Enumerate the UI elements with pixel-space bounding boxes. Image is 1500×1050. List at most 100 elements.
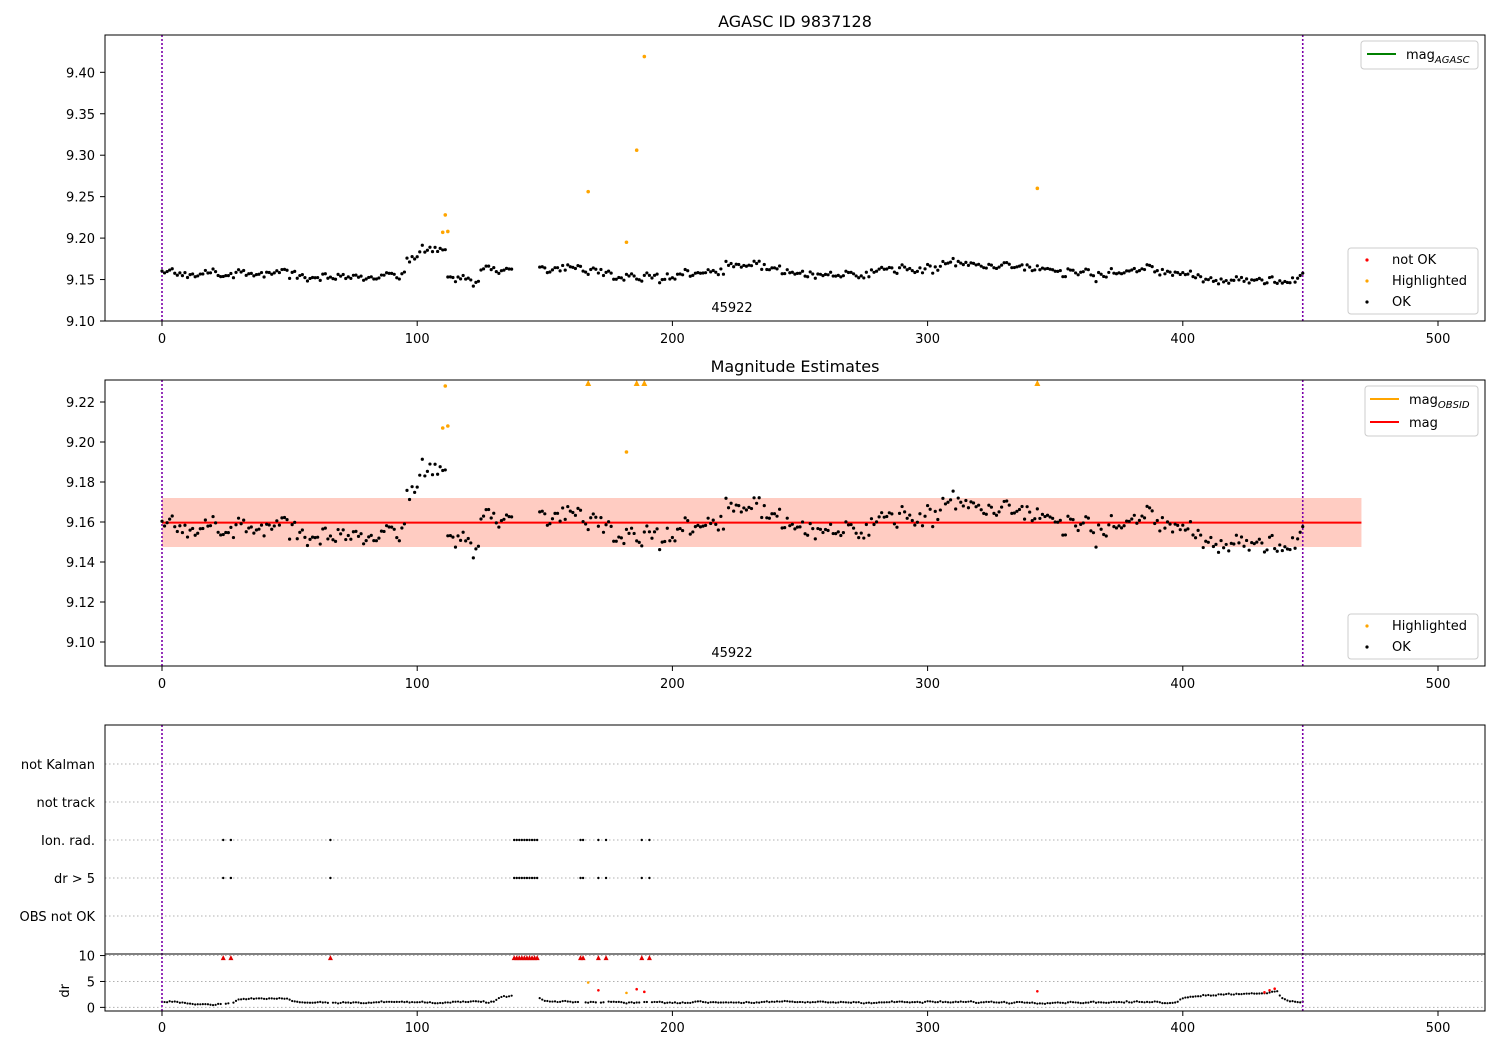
dr-point	[393, 1000, 396, 1004]
mag-ok-point	[691, 530, 695, 534]
dr-point	[497, 996, 500, 1000]
dr-point	[571, 1001, 574, 1004]
agasc-ok-point	[1290, 276, 1295, 280]
agasc-ok-point	[1094, 280, 1098, 284]
dr-point	[433, 1002, 437, 1005]
mag-ok-point	[573, 513, 578, 517]
dr-point	[941, 1001, 945, 1004]
mag-ok-point	[591, 512, 595, 516]
agasc-ok-point	[285, 268, 289, 272]
dr-point	[1061, 1001, 1064, 1004]
agasc-ok-point	[989, 263, 994, 267]
agasc-ok-point	[436, 249, 440, 254]
agasc-ok-point	[849, 270, 853, 274]
agasc-ok-point	[1081, 270, 1085, 274]
mag-ok-point	[726, 506, 731, 510]
dr-point	[740, 1001, 743, 1005]
agasc-xtick-label-5: 500	[1426, 332, 1451, 347]
dr-point	[952, 1001, 955, 1004]
dr-point	[847, 1001, 850, 1004]
agasc-ok-point	[905, 268, 909, 272]
mag-ok-point	[1242, 544, 1246, 548]
agasc-ok-point	[308, 276, 312, 281]
agasc-ok-point	[1163, 272, 1167, 276]
agasc-ok-point	[466, 276, 470, 280]
agasc-ok-point	[900, 263, 904, 267]
agasc-ok-point	[351, 273, 355, 277]
mag-ok-point	[675, 527, 680, 531]
mag-ok-point	[984, 512, 988, 516]
mag-ok-point	[808, 522, 812, 526]
mag-ok-point	[1163, 526, 1167, 530]
flag-point	[533, 838, 536, 842]
dr-point	[449, 1001, 452, 1004]
mag-ok-point	[678, 526, 682, 531]
dr-point	[722, 1001, 725, 1004]
flag-point	[329, 876, 332, 880]
mag-ok-point	[1081, 521, 1085, 525]
agasc-ok-point	[553, 266, 557, 270]
flags-xtick-label-5: 500	[1426, 1021, 1451, 1036]
dr-point	[622, 1001, 626, 1004]
agasc-ok-point	[1209, 276, 1213, 280]
agasc-ok-point	[571, 265, 575, 269]
mag-ok-point	[1056, 520, 1060, 524]
dr-point	[199, 1003, 202, 1006]
agasc-ok-point	[869, 268, 874, 272]
agasc-ok-point	[170, 267, 174, 271]
mag-ok-point	[594, 515, 598, 519]
mag-ok-point	[604, 523, 608, 527]
agasc-ytick-label-4: 9.30	[66, 149, 95, 164]
mag-ok-point	[471, 556, 475, 560]
agasc-ok-point	[1007, 262, 1011, 266]
dr-point	[900, 1000, 904, 1003]
dr-point	[1258, 992, 1261, 995]
agasc-ok-point	[987, 262, 991, 266]
mag-ok-point	[1257, 537, 1261, 541]
agasc-ok-point	[936, 268, 940, 272]
dr-point	[1245, 992, 1248, 995]
agasc-ok-point	[1114, 272, 1119, 276]
mag-ok-point	[561, 506, 565, 510]
mag-ok-point	[1035, 507, 1039, 511]
mag-ok-point	[877, 515, 881, 519]
agasc-annotation: 45922	[711, 301, 752, 316]
mag-ok-point	[635, 539, 639, 543]
mag-highlighted-point	[443, 384, 448, 388]
agasc-ok-point	[183, 270, 187, 275]
dr-point	[791, 1000, 794, 1003]
flag-point	[579, 838, 582, 842]
agasc-ok-point	[1119, 272, 1124, 276]
mag-ok-point	[1125, 519, 1129, 523]
dr-point	[936, 1001, 939, 1004]
mag-ok-point	[178, 524, 182, 528]
mag-ok-point	[777, 507, 782, 511]
agasc-ok-point	[1257, 276, 1261, 281]
dr-point	[949, 1001, 952, 1004]
mag-ok-point	[1211, 544, 1216, 549]
flags-xtick-label-2: 200	[660, 1021, 685, 1036]
mag-ok-point	[747, 505, 751, 509]
agasc-ok-point	[1196, 273, 1200, 277]
mag-ok-point	[652, 530, 657, 534]
dr-point	[1286, 999, 1289, 1002]
dr-point	[431, 1001, 434, 1005]
dr-point	[849, 1001, 853, 1004]
dr-point	[1089, 1000, 1093, 1003]
mag-ok-point	[637, 540, 641, 544]
dr-point	[638, 1001, 641, 1004]
agasc-ok-point	[1160, 267, 1164, 272]
flag-point	[604, 838, 608, 842]
dr-point	[809, 1001, 812, 1004]
agasc-ok-point	[224, 274, 228, 278]
mag-ok-point	[270, 527, 274, 531]
mag-ok-point	[872, 522, 876, 527]
agasc-ok-point	[1130, 268, 1134, 272]
mag-ok-point	[1045, 513, 1050, 517]
agasc-ok-point	[247, 272, 251, 276]
mag-ok-point	[719, 514, 723, 518]
magnitude-legend-upper: magOBSID mag	[1364, 385, 1479, 437]
dr-point	[1097, 1001, 1100, 1004]
agasc-ok-point	[992, 266, 996, 270]
agasc-ok-point	[1232, 278, 1236, 282]
